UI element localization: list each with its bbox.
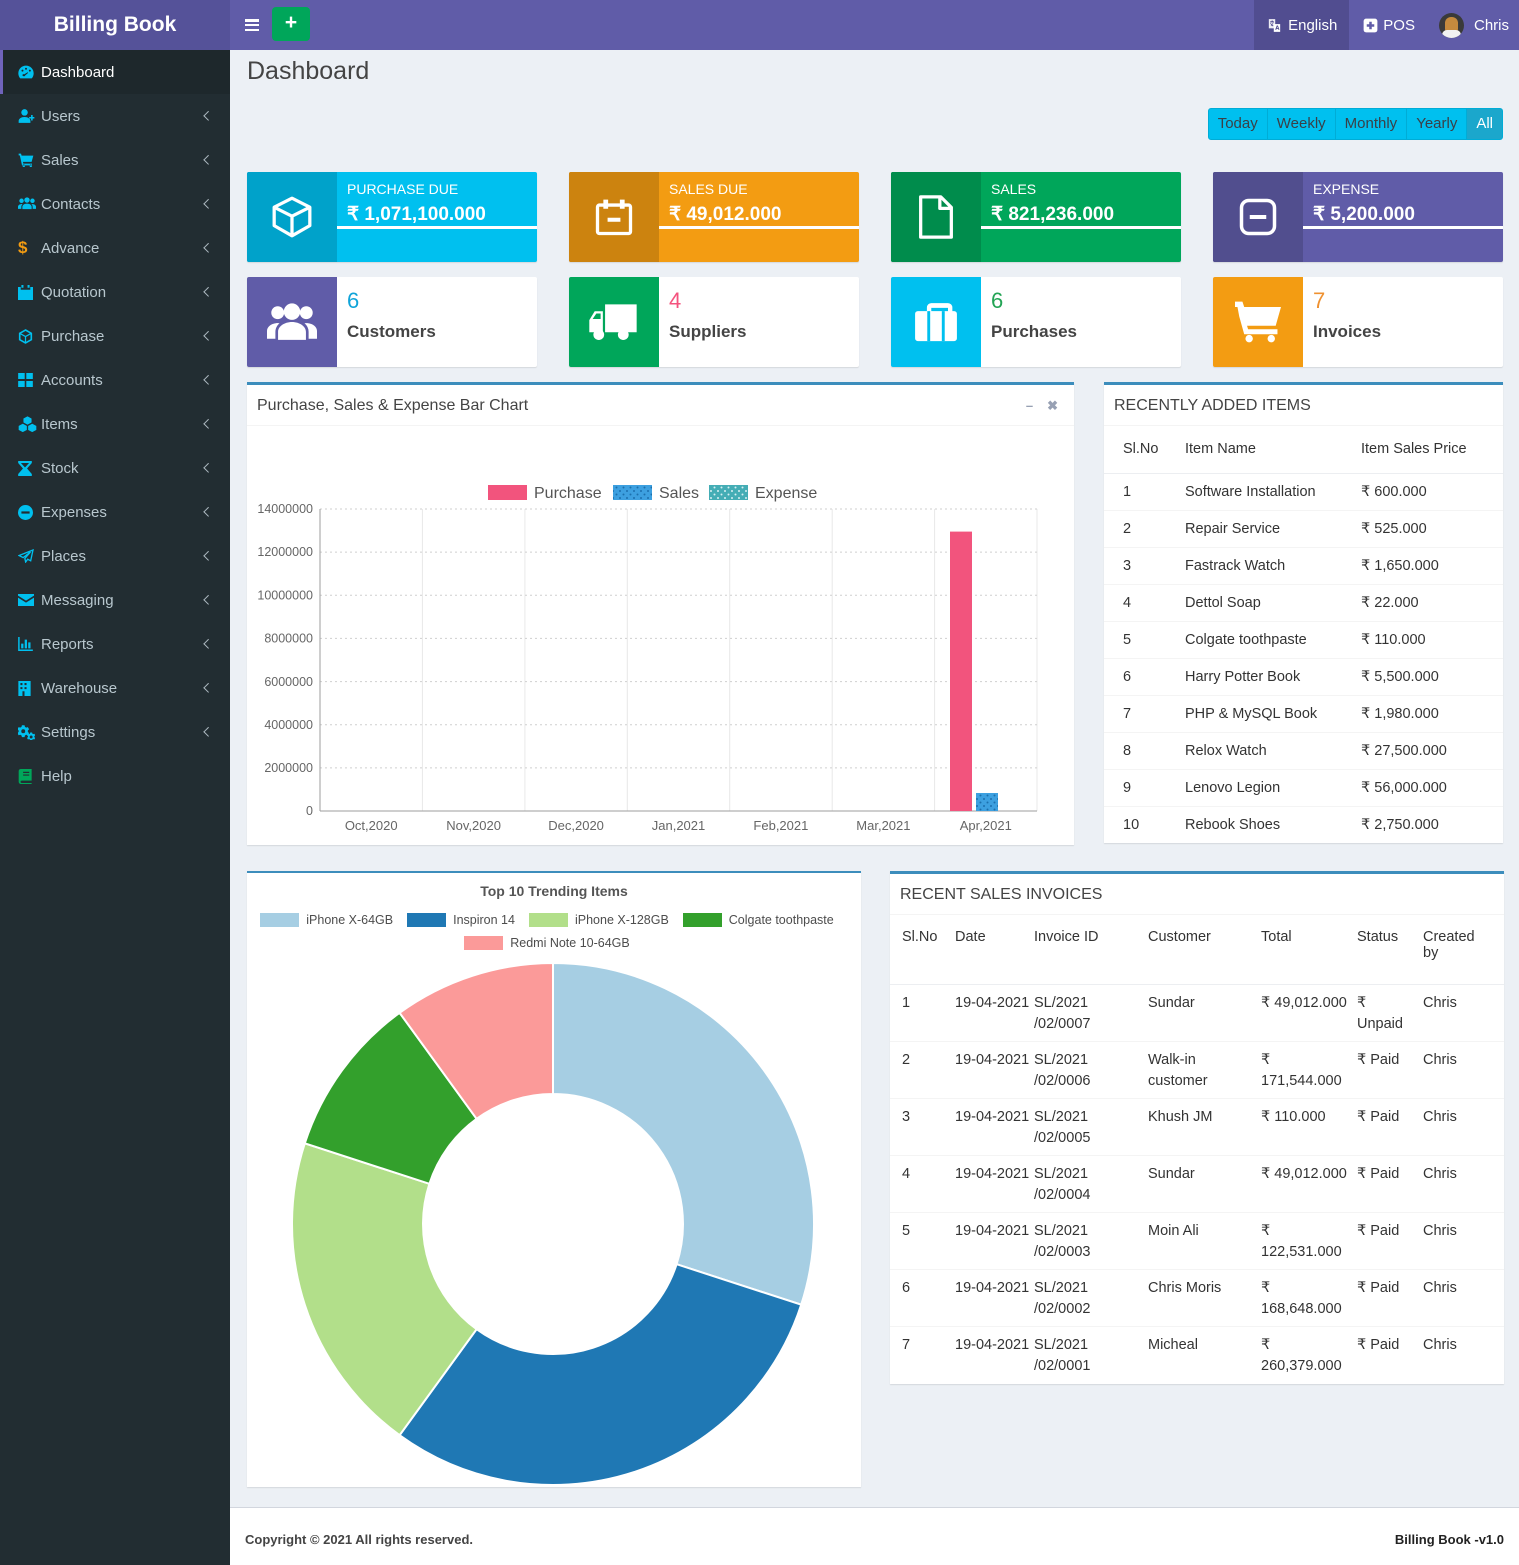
svg-text:8000000: 8000000 xyxy=(264,632,313,646)
svg-text:Jan,2021: Jan,2021 xyxy=(652,818,706,833)
svg-text:10000000: 10000000 xyxy=(257,589,313,603)
svg-text:Mar,2021: Mar,2021 xyxy=(856,818,910,833)
svg-text:Oct,2020: Oct,2020 xyxy=(345,818,398,833)
svg-text:Purchase: Purchase xyxy=(534,485,602,502)
svg-text:2000000: 2000000 xyxy=(264,761,313,775)
svg-text:Feb,2021: Feb,2021 xyxy=(753,818,808,833)
svg-text:14000000: 14000000 xyxy=(257,502,313,516)
svg-text:Apr,2021: Apr,2021 xyxy=(960,818,1012,833)
svg-text:Nov,2020: Nov,2020 xyxy=(446,818,501,833)
svg-text:12000000: 12000000 xyxy=(257,545,313,559)
svg-text:Expense: Expense xyxy=(755,485,817,502)
svg-text:Sales: Sales xyxy=(659,485,699,502)
svg-text:0: 0 xyxy=(306,804,313,818)
svg-text:4000000: 4000000 xyxy=(264,718,313,732)
svg-text:Dec,2020: Dec,2020 xyxy=(548,818,604,833)
svg-text:6000000: 6000000 xyxy=(264,675,313,689)
